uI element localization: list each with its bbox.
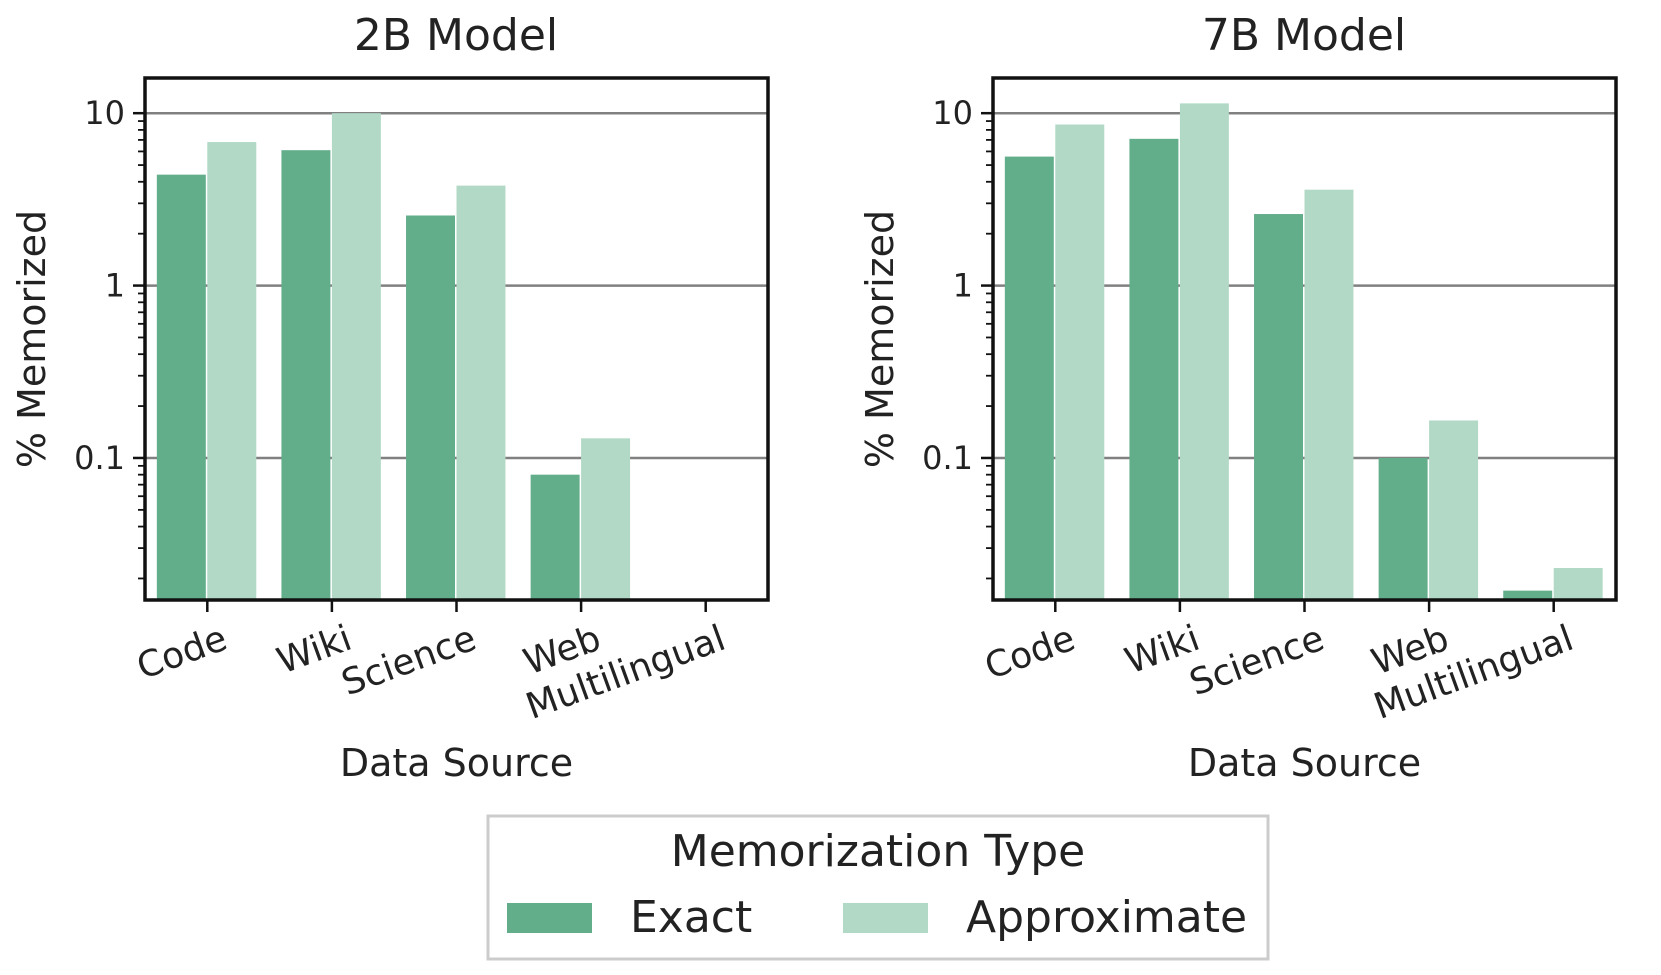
bar-exact-code [1004,156,1054,600]
bar-approximate-code [1055,124,1105,600]
bar-exact-multilingual [1503,590,1553,600]
legend: Memorization Type Exact Approximate [486,814,1270,961]
x-tick-label-code: Code [980,618,1081,688]
x-axis-label: Data Source [1188,741,1421,785]
x-tick-label-code: Code [132,618,233,688]
bar-approximate-science [1304,189,1354,600]
bar-approximate-code [207,142,257,600]
y-tick-label: 1 [953,267,973,305]
y-tick-label: 1 [105,267,125,305]
legend-swatch-approximate [843,903,928,933]
bar-exact-code [156,174,206,601]
legend-frame [486,814,1270,961]
bar-exact-science [1254,214,1303,600]
bar-exact-web [1378,457,1428,600]
bar-exact-wiki [281,150,331,600]
y-tick-label: 0.1 [74,439,125,477]
legend-label-exact: Exact [630,892,752,943]
x-tick-label-science: Science [336,618,481,704]
bar-approximate-web [1429,420,1479,600]
bar-exact-web [530,474,580,600]
bar-exact-science [406,215,455,600]
y-tick-label: 0.1 [922,439,973,477]
x-axis-label: Data Source [340,741,573,785]
chart-title: 7B Model [1202,10,1406,61]
bar-exact-wiki [1129,138,1179,601]
y-axis-label: % Memorized [858,210,902,468]
bar-approximate-web [581,438,631,600]
bar-approximate-multilingual [1553,567,1603,600]
bar-approximate-wiki [1179,103,1229,600]
chart-title: 2B Model [354,10,558,61]
x-tick-label-science: Science [1184,618,1329,704]
y-axis-label: % Memorized [10,210,54,468]
legend-swatch-exact [507,903,592,933]
legend-title: Memorization Type [671,826,1086,877]
bar-approximate-wiki [331,113,381,601]
y-tick-label: 10 [84,94,125,132]
bar-approximate-science [456,185,506,600]
legend-label-approximate: Approximate [966,892,1247,943]
y-tick-label: 10 [932,94,973,132]
